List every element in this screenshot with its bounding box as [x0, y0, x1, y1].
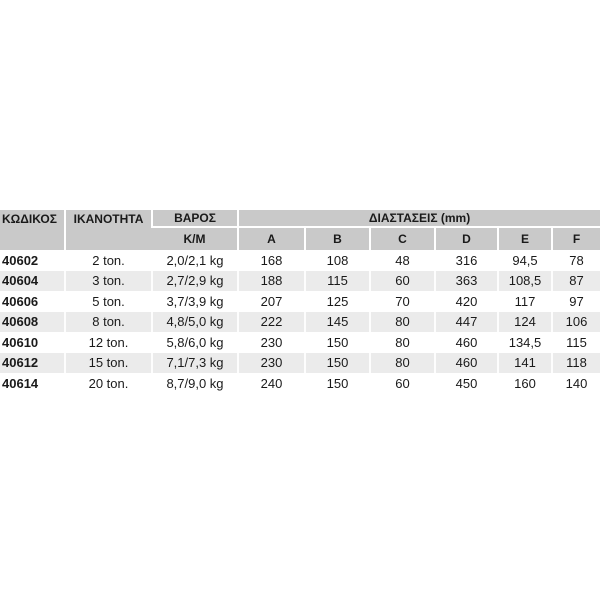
cell-capacity: 12 ton.	[64, 332, 152, 353]
cell-e: 94,5	[497, 250, 552, 271]
header-dim-a: A	[237, 226, 305, 250]
cell-e: 160	[497, 373, 552, 394]
cell-weight: 3,7/3,9 kg	[151, 291, 238, 312]
table-row: 40606 5 ton. 3,7/3,9 kg 207 125 70 420 117 97	[0, 291, 600, 312]
header-code: ΚΩΔΙΚΟΣ	[0, 210, 65, 250]
table-row: 40610 12 ton. 5,8/6,0 kg 230 150 80 460 134,5 11…	[0, 332, 600, 353]
cell-b: 125	[304, 291, 370, 312]
cell-a: 188	[237, 270, 305, 291]
cell-weight: 4,8/5,0 kg	[151, 311, 238, 332]
cell-capacity: 3 ton.	[64, 270, 152, 291]
cell-weight: 8,7/9,0 kg	[151, 373, 238, 394]
spec-table: ΚΩΔΙΚΟΣ ΙΚΑΝΟΤΗΤΑ ΒΑΡΟΣ ΔΙΑΣΤΑΣΕΙΣ (mm) …	[0, 210, 600, 394]
cell-c: 60	[369, 373, 435, 394]
cell-code: 40610	[2, 334, 39, 350]
cell-weight: 5,8/6,0 kg	[151, 332, 238, 353]
cell-f: 106	[550, 311, 600, 332]
header-dim-c: C	[369, 226, 435, 250]
cell-f: 115	[550, 332, 600, 353]
cell-e: 124	[497, 311, 552, 332]
cell-b: 150	[304, 332, 370, 353]
table-row: 40604 3 ton. 2,7/2,9 kg 188 115 60 363 108,5 87	[0, 270, 600, 291]
cell-c: 80	[369, 332, 435, 353]
header-dim-b: B	[304, 226, 370, 250]
cell-d: 447	[434, 311, 498, 332]
cell-c: 60	[369, 270, 435, 291]
cell-b: 150	[304, 373, 370, 394]
cell-d: 450	[434, 373, 498, 394]
cell-e: 117	[497, 291, 552, 312]
cell-f: 97	[550, 291, 600, 312]
cell-c: 70	[369, 291, 435, 312]
cell-b: 150	[304, 352, 370, 373]
table-row: 40612 15 ton. 7,1/7,3 kg 230 150 80 460 141 118	[0, 352, 600, 373]
table-row: 40614 20 ton. 8,7/9,0 kg 240 150 60 450 160 140	[0, 373, 600, 394]
cell-capacity: 2 ton.	[64, 250, 152, 271]
header-weight: ΒΑΡΟΣ	[151, 210, 238, 227]
cell-c: 48	[369, 250, 435, 271]
header-dim-e: E	[497, 226, 552, 250]
cell-d: 420	[434, 291, 498, 312]
cell-a: 240	[237, 373, 305, 394]
cell-f: 140	[550, 373, 600, 394]
cell-a: 222	[237, 311, 305, 332]
header-dimensions: ΔΙΑΣΤΑΣΕΙΣ (mm)	[236, 210, 600, 227]
cell-a: 230	[237, 332, 305, 353]
cell-code: 40612	[0, 352, 65, 373]
cell-capacity: 5 ton.	[64, 291, 152, 312]
cell-b: 108	[304, 250, 370, 271]
header-weight-unit: K/M	[152, 226, 238, 250]
cell-a: 168	[237, 250, 305, 271]
cell-code: 40608	[0, 311, 65, 332]
cell-capacity: 15 ton.	[64, 352, 152, 373]
cell-code: 40614	[2, 375, 39, 391]
table-row: 40608 8 ton. 4,8/5,0 kg 222 145 80 447 124 106	[0, 311, 600, 332]
header-dim-f: F	[550, 226, 600, 250]
cell-a: 230	[237, 352, 305, 373]
cell-capacity: 8 ton.	[64, 311, 152, 332]
cell-weight: 2,7/2,9 kg	[151, 270, 238, 291]
cell-c: 80	[369, 352, 435, 373]
cell-capacity: 20 ton.	[64, 373, 152, 394]
cell-f: 118	[550, 352, 600, 373]
cell-weight: 7,1/7,3 kg	[151, 352, 238, 373]
cell-e: 141	[497, 352, 552, 373]
cell-a: 207	[237, 291, 305, 312]
cell-d: 316	[434, 250, 498, 271]
cell-code: 40602	[2, 252, 39, 268]
cell-d: 460	[434, 352, 498, 373]
table-row: 40602 2 ton. 2,0/2,1 kg 168 108 48 316 94,5 78	[0, 250, 600, 271]
cell-f: 78	[550, 250, 600, 271]
header-dim-d: D	[434, 226, 498, 250]
cell-code: 40604	[0, 270, 65, 291]
cell-weight: 2,0/2,1 kg	[151, 250, 238, 271]
cell-e: 134,5	[497, 332, 552, 353]
header-capacity: ΙΚΑΝΟΤΗΤΑ	[64, 210, 152, 250]
cell-d: 363	[434, 270, 498, 291]
cell-d: 460	[434, 332, 498, 353]
cell-b: 145	[304, 311, 370, 332]
cell-f: 87	[550, 270, 600, 291]
cell-code: 40606	[2, 293, 39, 309]
cell-e: 108,5	[497, 270, 552, 291]
cell-b: 115	[304, 270, 370, 291]
cell-c: 80	[369, 311, 435, 332]
